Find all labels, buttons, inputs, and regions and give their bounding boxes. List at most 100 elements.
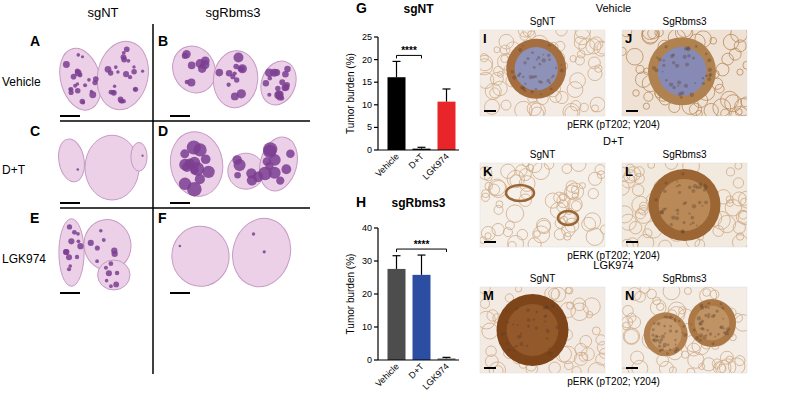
significance-label: **** xyxy=(414,239,430,250)
lung-panel xyxy=(165,39,302,116)
tumor-nodule xyxy=(276,177,284,185)
panel-letter: M xyxy=(483,288,494,303)
alveolus xyxy=(735,163,742,169)
lung-lobe xyxy=(85,135,139,200)
cell xyxy=(704,200,708,204)
alveolus xyxy=(633,90,640,97)
cell xyxy=(543,306,547,310)
alveolus xyxy=(713,362,725,373)
panel-letter: I xyxy=(483,31,487,46)
row-label: D+T xyxy=(2,163,26,177)
y-tick-label: 15 xyxy=(362,77,372,87)
cell xyxy=(662,64,665,67)
alveolus xyxy=(623,328,639,344)
cell xyxy=(669,316,671,318)
alveolus xyxy=(570,73,586,89)
y-axis xyxy=(377,37,378,150)
cell xyxy=(520,342,524,346)
scale-bar xyxy=(626,110,638,112)
nodule-core xyxy=(650,318,682,350)
cell xyxy=(669,329,672,332)
ihc-frame xyxy=(622,163,747,247)
column-label: SgRbms3 xyxy=(663,16,707,27)
tumor-nodule xyxy=(67,224,72,229)
alveolus xyxy=(722,53,734,65)
cell xyxy=(690,323,692,325)
panel-letter: N xyxy=(625,288,634,303)
alveolus xyxy=(565,361,573,369)
cell xyxy=(511,70,515,74)
alveolus xyxy=(738,191,747,208)
cell xyxy=(655,68,659,72)
cell xyxy=(672,61,675,64)
x-tick-label: D+T xyxy=(407,361,427,381)
y-tick xyxy=(374,227,378,228)
scale-bar xyxy=(170,202,190,204)
alveolus xyxy=(571,201,581,211)
alveolus xyxy=(529,103,545,116)
alveolus xyxy=(659,240,672,247)
tumor-nodule xyxy=(75,70,82,77)
alveolus xyxy=(480,54,488,62)
alveolus xyxy=(720,351,733,364)
panel-letter: G xyxy=(356,0,367,16)
ihc-background xyxy=(622,30,747,116)
cell xyxy=(726,327,730,331)
alveolus xyxy=(565,185,579,199)
cell xyxy=(671,215,675,219)
lung-lobe xyxy=(59,219,84,287)
tumor-nodule xyxy=(95,245,100,250)
cell xyxy=(655,335,659,339)
tumor-nodule xyxy=(118,97,124,103)
alveolus xyxy=(556,30,567,36)
divider xyxy=(60,207,310,209)
nodule xyxy=(497,294,569,366)
cell xyxy=(723,327,725,329)
cell xyxy=(666,352,669,355)
group-title: Vehicle xyxy=(596,2,631,14)
cell xyxy=(719,326,722,329)
cell xyxy=(664,45,667,48)
cell xyxy=(692,57,695,60)
bar xyxy=(388,269,406,360)
cell xyxy=(696,186,699,189)
alveolus xyxy=(684,287,691,294)
tumor-nodule xyxy=(88,240,94,246)
tumor-nodule xyxy=(104,266,108,270)
y-tick xyxy=(374,149,378,150)
y-tick xyxy=(374,104,378,105)
cell xyxy=(692,204,696,208)
panel-letter: E xyxy=(30,210,39,226)
alveolus xyxy=(482,323,498,339)
cell xyxy=(504,332,506,334)
cell xyxy=(700,306,704,310)
lung-lobe xyxy=(254,133,303,195)
caption: pERK (pT202; Y204) xyxy=(567,376,660,387)
cell xyxy=(720,303,722,305)
bar xyxy=(388,77,406,150)
cell xyxy=(555,325,559,329)
alveolus xyxy=(643,229,652,238)
ihc-panel: L xyxy=(615,157,756,253)
tumor-nodule xyxy=(263,80,269,86)
cell xyxy=(653,322,656,325)
alveolus xyxy=(682,351,689,358)
cell xyxy=(534,75,537,78)
alveolus xyxy=(532,163,549,180)
cell xyxy=(548,58,551,61)
cell xyxy=(546,306,549,309)
nodule-core xyxy=(507,304,559,356)
alveolus xyxy=(490,180,507,197)
cell xyxy=(698,201,702,205)
error-bar xyxy=(418,147,426,148)
caption: pERK (pT202; Y204) xyxy=(567,119,660,130)
cell xyxy=(712,342,715,345)
alveolus xyxy=(687,368,695,373)
tumor-nodule xyxy=(63,61,70,68)
cell xyxy=(677,85,679,87)
cell xyxy=(678,92,682,96)
alveolus xyxy=(627,238,639,247)
alveolus xyxy=(699,363,705,369)
cell xyxy=(675,64,679,68)
y-tick xyxy=(374,293,378,294)
